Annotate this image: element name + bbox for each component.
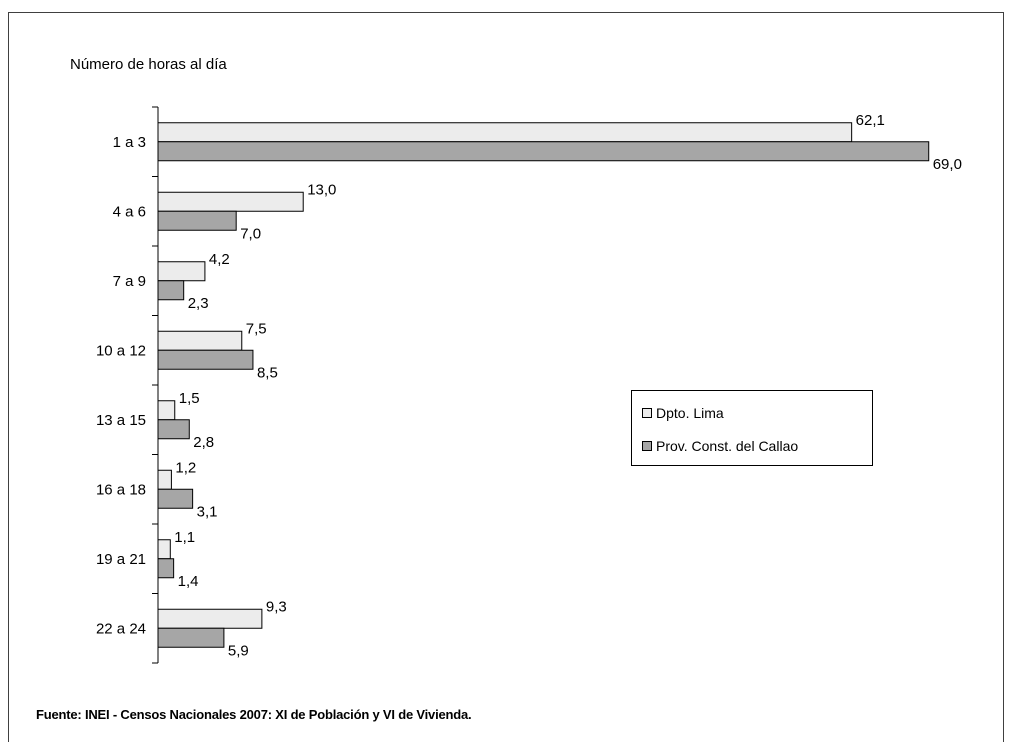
legend-entry-callao: Prov. Const. del Callao <box>642 438 798 454</box>
bar-callao <box>157 488 194 509</box>
data-label: 7,5 <box>246 320 267 337</box>
data-label: 2,3 <box>188 295 209 312</box>
data-label: 8,5 <box>257 364 278 381</box>
bar-callao <box>157 558 175 579</box>
legend-swatch-lima <box>642 408 652 418</box>
data-label: 2,8 <box>193 434 214 451</box>
bar-lima <box>157 261 206 282</box>
category-label: 22 a 24 <box>96 620 146 637</box>
data-label: 62,1 <box>856 112 885 129</box>
data-labels: 62,169,013,07,04,22,37,58,51,52,81,23,11… <box>174 112 962 660</box>
bar-callao <box>157 280 185 301</box>
bar-lima <box>157 122 853 143</box>
bar-callao <box>157 419 190 440</box>
data-label: 9,3 <box>266 598 287 615</box>
data-label: 1,5 <box>179 390 200 407</box>
bar-lima <box>157 191 304 212</box>
bar-lima <box>157 330 243 351</box>
data-label: 1,2 <box>175 459 196 476</box>
legend: Dpto. Lima Prov. Const. del Callao <box>631 390 873 466</box>
data-label: 1,4 <box>178 573 199 590</box>
data-label: 7,0 <box>240 225 261 242</box>
legend-entry-lima: Dpto. Lima <box>642 405 724 421</box>
data-label: 1,1 <box>174 529 195 546</box>
category-label: 7 a 9 <box>113 273 146 290</box>
category-label: 19 a 21 <box>96 551 146 568</box>
category-label: 13 a 15 <box>96 412 146 429</box>
data-label: 69,0 <box>933 156 962 173</box>
bar-callao <box>157 210 237 231</box>
bar-callao <box>157 349 254 370</box>
chart-frame <box>8 12 1004 742</box>
legend-label-callao: Prov. Const. del Callao <box>656 438 799 454</box>
bar-lima <box>157 400 176 421</box>
category-label: 1 a 3 <box>113 134 146 151</box>
category-label: 10 a 12 <box>96 342 146 359</box>
bar-callao <box>157 627 225 648</box>
bar-callao <box>157 141 930 162</box>
axis-title: Número de horas al día <box>70 56 227 73</box>
bar-lima <box>157 608 263 629</box>
source-note: Fuente: INEI - Censos Nacionales 2007: X… <box>36 707 472 722</box>
legend-swatch-callao <box>642 441 652 451</box>
category-label: 16 a 18 <box>96 481 146 498</box>
data-label: 4,2 <box>209 251 230 268</box>
bars <box>157 122 930 648</box>
category-axis: 1 a 3 4 a 6 7 a 9 10 a 12 13 a 15 16 a 18 19 a… <box>96 106 159 664</box>
data-label: 3,1 <box>197 503 218 520</box>
bar-lima <box>157 539 171 560</box>
legend-label-lima: Dpto. Lima <box>656 405 724 421</box>
data-label: 5,9 <box>228 642 249 659</box>
data-label: 13,0 <box>307 181 336 198</box>
category-label: 4 a 6 <box>113 203 146 220</box>
bar-lima <box>157 469 172 490</box>
